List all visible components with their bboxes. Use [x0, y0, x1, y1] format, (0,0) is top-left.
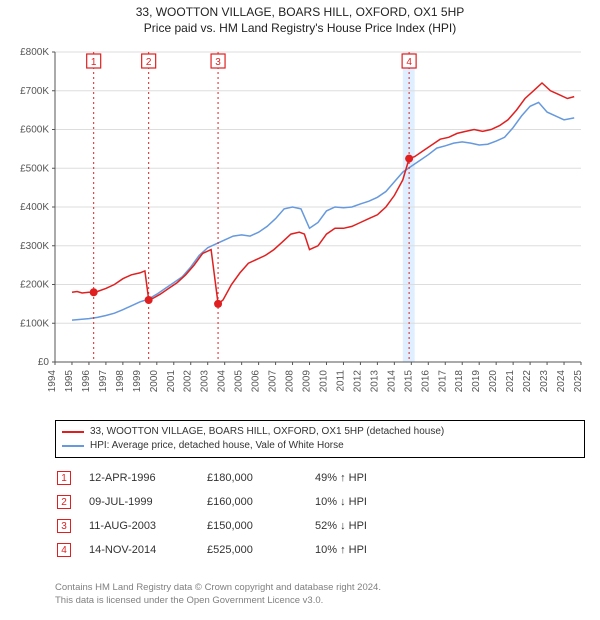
svg-text:2010: 2010 [318, 370, 329, 393]
svg-text:£600K: £600K [20, 125, 49, 136]
chart: £0£100K£200K£300K£400K£500K£600K£700K£80… [55, 42, 585, 406]
svg-text:2001: 2001 [166, 370, 177, 393]
svg-text:2017: 2017 [437, 370, 448, 393]
svg-text:£300K: £300K [20, 241, 49, 252]
svg-text:1997: 1997 [98, 370, 109, 393]
svg-text:£800K: £800K [20, 47, 49, 58]
svg-text:2003: 2003 [200, 370, 211, 393]
svg-text:2008: 2008 [285, 370, 296, 393]
svg-text:2019: 2019 [471, 370, 482, 393]
svg-text:2002: 2002 [183, 370, 194, 393]
event-row: 1 12-APR-1996 £180,000 49% ↑ HPI [55, 466, 585, 490]
svg-text:2004: 2004 [217, 370, 228, 393]
legend-label: 33, WOOTTON VILLAGE, BOARS HILL, OXFORD,… [90, 425, 444, 439]
footer-line: Contains HM Land Registry data © Crown c… [55, 582, 585, 595]
svg-text:2025: 2025 [573, 370, 584, 393]
legend-swatch [62, 445, 84, 447]
footer-line: This data is licensed under the Open Gov… [55, 595, 585, 608]
svg-text:£100K: £100K [20, 319, 49, 330]
svg-text:1996: 1996 [81, 370, 92, 393]
legend-row: HPI: Average price, detached house, Vale… [62, 439, 578, 453]
svg-text:2009: 2009 [302, 370, 313, 393]
svg-text:2023: 2023 [539, 370, 550, 393]
svg-text:£200K: £200K [20, 280, 49, 291]
event-date: 11-AUG-2003 [89, 520, 189, 532]
svg-text:1999: 1999 [132, 370, 143, 393]
svg-text:2018: 2018 [454, 370, 465, 393]
chart-title-block: 33, WOOTTON VILLAGE, BOARS HILL, OXFORD,… [0, 0, 600, 36]
svg-text:4: 4 [406, 57, 412, 68]
svg-text:£400K: £400K [20, 202, 49, 213]
svg-text:2012: 2012 [352, 370, 363, 393]
event-diff: 52% ↓ HPI [315, 520, 425, 532]
svg-text:2007: 2007 [268, 370, 279, 393]
event-diff: 10% ↓ HPI [315, 496, 425, 508]
events-table: 1 12-APR-1996 £180,000 49% ↑ HPI 2 09-JU… [55, 466, 585, 562]
event-date: 12-APR-1996 [89, 472, 189, 484]
line-chart-svg: £0£100K£200K£300K£400K£500K£600K£700K£80… [55, 42, 585, 406]
svg-text:2014: 2014 [386, 370, 397, 393]
event-row: 4 14-NOV-2014 £525,000 10% ↑ HPI [55, 538, 585, 562]
event-row: 3 11-AUG-2003 £150,000 52% ↓ HPI [55, 514, 585, 538]
event-marker-icon: 2 [57, 495, 71, 509]
svg-text:1: 1 [91, 57, 97, 68]
event-price: £150,000 [207, 520, 297, 532]
legend: 33, WOOTTON VILLAGE, BOARS HILL, OXFORD,… [55, 420, 585, 458]
event-date: 09-JUL-1999 [89, 496, 189, 508]
event-date: 14-NOV-2014 [89, 544, 189, 556]
svg-text:2006: 2006 [251, 370, 262, 393]
chart-title-line2: Price paid vs. HM Land Registry's House … [0, 20, 600, 36]
event-price: £525,000 [207, 544, 297, 556]
event-price: £180,000 [207, 472, 297, 484]
chart-title-line1: 33, WOOTTON VILLAGE, BOARS HILL, OXFORD,… [0, 4, 600, 20]
legend-row: 33, WOOTTON VILLAGE, BOARS HILL, OXFORD,… [62, 425, 578, 439]
event-price: £160,000 [207, 496, 297, 508]
legend-label: HPI: Average price, detached house, Vale… [90, 439, 344, 453]
svg-text:2013: 2013 [369, 370, 380, 393]
svg-text:2021: 2021 [505, 370, 516, 393]
svg-text:2022: 2022 [522, 370, 533, 393]
svg-text:£500K: £500K [20, 164, 49, 175]
svg-text:2000: 2000 [149, 370, 160, 393]
svg-text:3: 3 [215, 57, 221, 68]
svg-text:2: 2 [146, 57, 152, 68]
svg-text:2011: 2011 [335, 370, 346, 392]
svg-text:2005: 2005 [234, 370, 245, 393]
page: 33, WOOTTON VILLAGE, BOARS HILL, OXFORD,… [0, 0, 600, 620]
svg-text:£700K: £700K [20, 86, 49, 97]
svg-text:1994: 1994 [47, 370, 58, 393]
legend-swatch [62, 431, 84, 433]
svg-text:2015: 2015 [403, 370, 414, 393]
svg-text:2016: 2016 [420, 370, 431, 393]
svg-text:1998: 1998 [115, 370, 126, 393]
event-diff: 10% ↑ HPI [315, 544, 425, 556]
event-marker-icon: 1 [57, 471, 71, 485]
footer: Contains HM Land Registry data © Crown c… [55, 582, 585, 608]
svg-text:2020: 2020 [488, 370, 499, 393]
event-marker-icon: 3 [57, 519, 71, 533]
svg-text:1995: 1995 [64, 370, 75, 393]
event-row: 2 09-JUL-1999 £160,000 10% ↓ HPI [55, 490, 585, 514]
svg-text:£0: £0 [38, 357, 50, 368]
svg-text:2024: 2024 [556, 370, 567, 393]
event-diff: 49% ↑ HPI [315, 472, 425, 484]
event-marker-icon: 4 [57, 543, 71, 557]
